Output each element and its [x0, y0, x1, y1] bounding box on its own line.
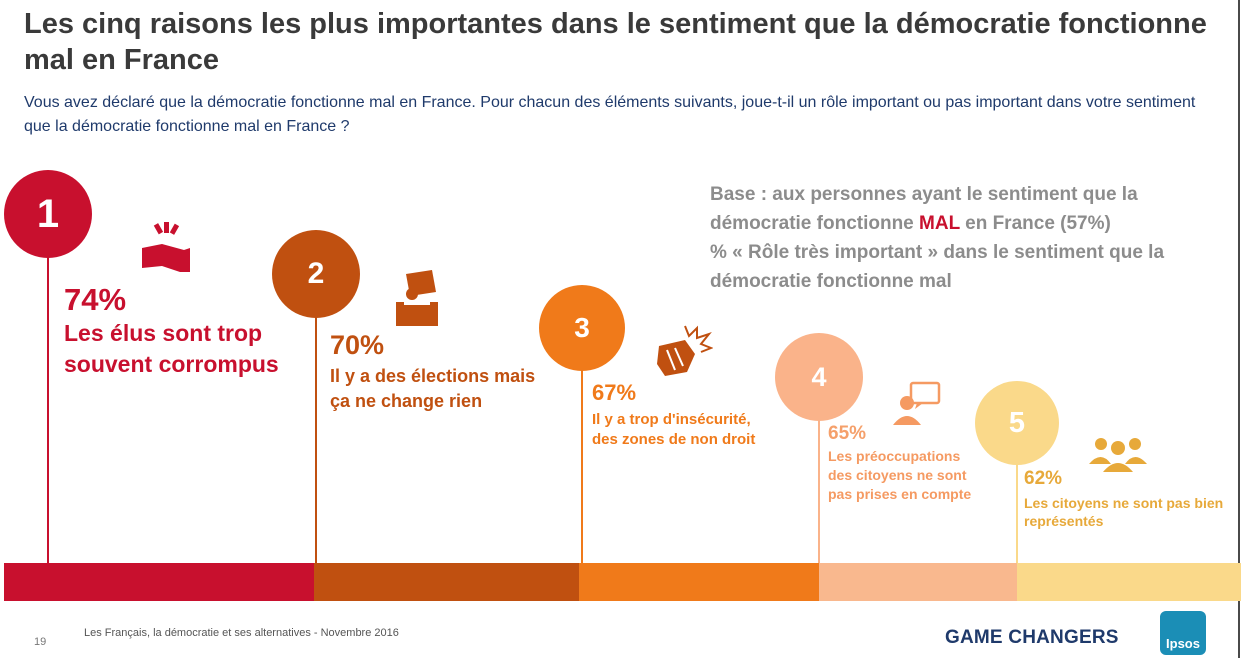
rank-circle-5: 5	[975, 381, 1059, 465]
color-band-1	[4, 563, 314, 601]
value-label-3: 67%	[592, 380, 637, 405]
speech-person-icon	[893, 381, 941, 425]
hand-money-icon	[142, 222, 190, 272]
rank-circle-2: 2	[272, 230, 360, 318]
rank-stem-3	[581, 328, 583, 563]
category-label-5: Les citoyens ne sont pas bien représenté…	[1024, 495, 1224, 529]
color-band-3	[579, 563, 819, 601]
base-note-line2: % « Rôle très important » dans le sentim…	[710, 242, 1165, 292]
base-note-text: Base : aux personnes ayant le sentiment …	[710, 184, 1138, 234]
color-band-5	[1017, 563, 1241, 601]
category-label-3: Il y a trop d'insécurité, des zones de n…	[592, 411, 756, 448]
brand-game-changers: GAME CHANGERS	[945, 627, 1119, 648]
rank-stem-5	[1016, 423, 1018, 563]
color-band-4	[819, 563, 1017, 601]
page-title: Les cinq raisons les plus importantes da…	[24, 8, 1207, 76]
fist-icon	[657, 325, 713, 376]
value-label-4: 65%	[828, 423, 867, 444]
category-label-2: Il y a des élections mais ça ne change r…	[330, 366, 536, 411]
rank-stem-2	[315, 274, 317, 563]
value-label-1: 74%	[64, 282, 127, 317]
rank-stem-4	[818, 377, 820, 563]
rank-circle-3: 3	[539, 285, 625, 371]
base-note-text-end: en France (57%)	[959, 213, 1111, 234]
group-people-icon	[1089, 438, 1147, 472]
base-note-highlight: MAL	[919, 213, 960, 234]
category-label-1: Les élus sont trop souvent corrompus	[64, 320, 279, 377]
ipsos-logo-text: Ipsos	[1166, 636, 1200, 651]
question-text: Vous avez déclaré que la démocratie fonc…	[24, 94, 1196, 135]
rank-circle-1: 1	[4, 170, 92, 258]
category-label-4: Les préoccupations des citoyens ne sont …	[828, 448, 972, 502]
color-band-2	[314, 563, 579, 601]
ballot-box-icon	[396, 270, 438, 326]
rank-circle-4: 4	[775, 333, 863, 421]
footer-source: Les Français, la démocratie et ses alter…	[84, 627, 399, 639]
value-label-2: 70%	[330, 330, 385, 360]
ipsos-logo: Ipsos	[1160, 611, 1206, 655]
base-note: Base : aux personnes ayant le sentiment …	[710, 180, 1210, 296]
value-label-5: 62%	[1024, 468, 1063, 489]
right-edge-rule	[1238, 0, 1240, 658]
rank-stem-1	[47, 214, 49, 563]
page-number: 19	[34, 636, 47, 648]
